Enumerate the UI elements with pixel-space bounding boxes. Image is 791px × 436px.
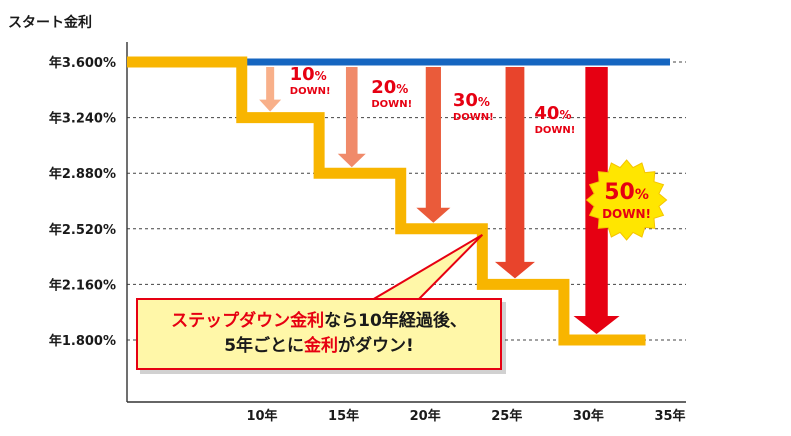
y-tick-label: 年2.160% [49, 277, 116, 293]
y-axis-title: スタート金利 [8, 14, 92, 31]
down-arrow [259, 67, 282, 112]
callout-text-2a: 5年ごとに [224, 336, 305, 356]
down-arrow [494, 67, 535, 279]
callout-line-2: 5年ごとに金利がダウン! [224, 334, 414, 359]
x-tick-label: 25年 [491, 408, 522, 424]
y-tick-label: 年1.800% [49, 333, 116, 349]
down-percent-label: 10% [290, 64, 327, 85]
series-lines [127, 56, 670, 346]
callout-text-1: なら10年経過後、 [324, 311, 467, 331]
x-tick-label: 30年 [573, 408, 604, 424]
callout-line-1: ステップダウン金利なら10年経過後、 [171, 309, 467, 334]
x-tick-label: 10年 [246, 408, 277, 424]
down-percent-label: 40% [534, 103, 571, 124]
y-tick-label: 年2.520% [49, 222, 116, 238]
down-arrow [416, 67, 451, 223]
y-tick-label: 年2.880% [49, 166, 116, 182]
x-tick-labels: 10年 15年 20年 25年 30年 35年 [246, 408, 685, 424]
down-word-label: DOWN! [290, 86, 331, 97]
callout-red-text-2: 金利 [304, 336, 339, 356]
x-tick-label: 35年 [654, 408, 685, 424]
x-tick-label: 20年 [410, 408, 441, 424]
down-word-label: DOWN! [602, 207, 651, 221]
down-word-label: DOWN! [453, 112, 494, 123]
down-percent-label: 20% [371, 77, 408, 98]
y-tick-label: 年3.240% [49, 111, 116, 127]
axes [126, 42, 686, 403]
callout-text-2b: がダウン! [338, 336, 414, 356]
callout-box: ステップダウン金利なら10年経過後、 5年ごとに金利がダウン! [136, 298, 502, 370]
starburst-badge [585, 159, 668, 241]
down-word-label: DOWN! [371, 99, 412, 110]
down-word-label: DOWN! [535, 125, 576, 136]
down-percent-label: 30% [453, 90, 490, 111]
y-tick-label: 年3.600% [49, 55, 116, 71]
down-percent-label: 50% [604, 180, 649, 205]
callout-red-text-1: ステップダウン金利 [171, 311, 325, 331]
y-tick-labels: 年3.600% 年3.240% 年2.880% 年2.520% 年2.160% 年1.80… [49, 55, 116, 349]
down-arrow [337, 67, 366, 168]
x-tick-label: 15年 [328, 408, 359, 424]
callout-pointer [368, 233, 484, 301]
step-down-rate-line [127, 56, 646, 346]
down-labels: 10%DOWN! 20%DOWN! 30%DOWN! 40%DOWN!50%DOWN! [290, 64, 668, 241]
